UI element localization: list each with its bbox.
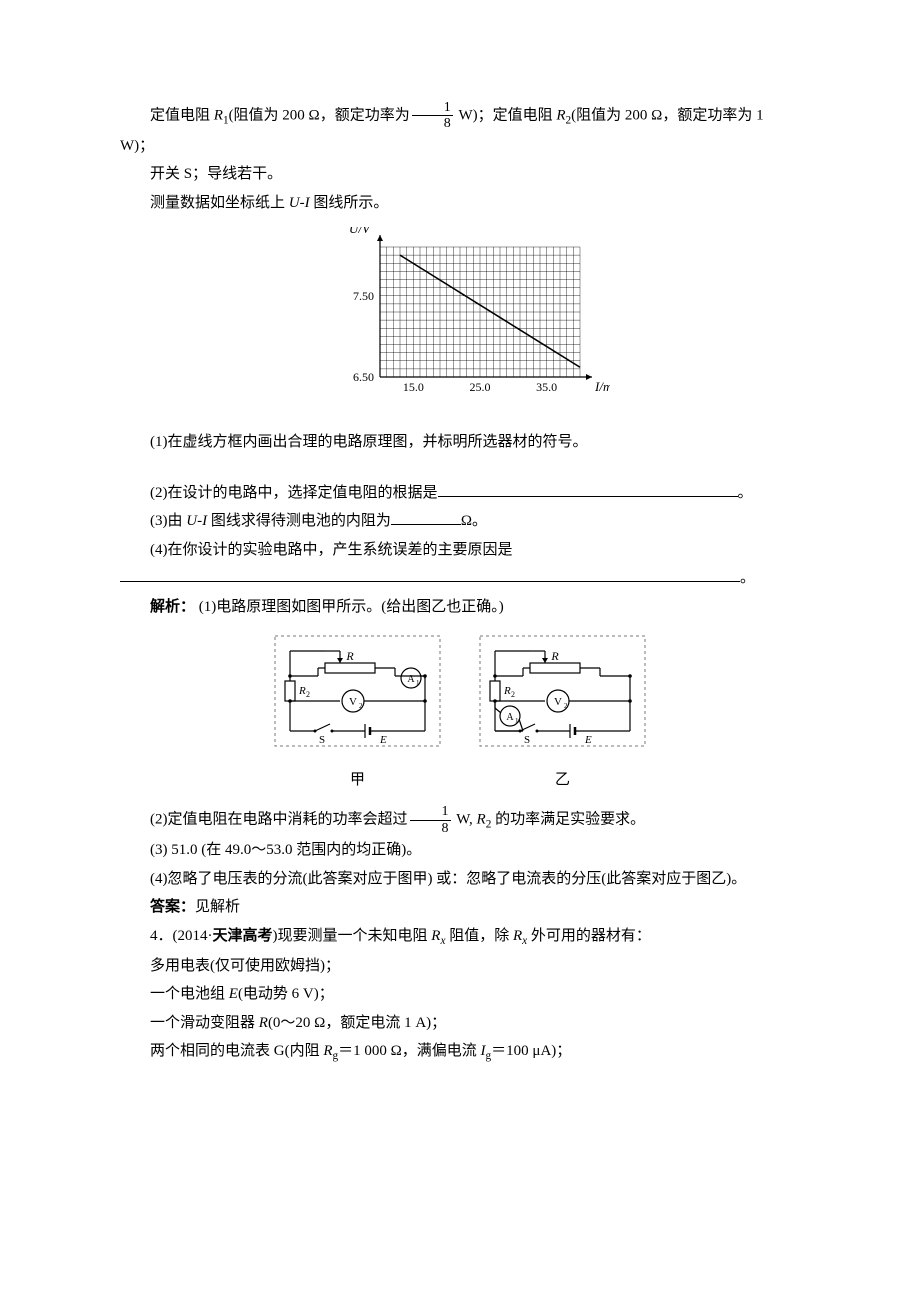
sym-R2: R [477,812,486,828]
svg-text:V: V [554,696,562,708]
svg-text:R: R [298,685,306,697]
text: ＝100 μA)； [491,1043,571,1059]
text: (阻值为 200 Ω，额定功率为 [229,107,410,123]
svg-text:R: R [550,649,559,663]
exam-source: 天津高考 [213,928,273,944]
svg-text:A: A [506,712,514,723]
question-1: (1)在虚线方框内画出合理的电路原理图，并标明所选器材的符号。 [120,428,800,457]
svg-text:E: E [584,734,592,746]
svg-text:2: 2 [359,702,363,710]
svg-text:R: R [345,649,354,663]
svg-text:2: 2 [564,702,568,710]
text: (电动势 6 V)； [238,986,334,1002]
text: 。 [740,570,755,586]
item-battery: 一个电池组 E(电动势 6 V)； [120,980,800,1009]
final-answer: 答案：见解析 [120,893,800,922]
fraction-1-8: 18 [412,100,453,132]
ui-chart: U/V I/mA 15.0 25.0 35.0 6.50 7.50 [120,227,800,418]
fraction-1-8-b: 18 [410,804,451,836]
sym-R1: R [214,107,223,123]
text: 见解析 [195,899,240,915]
text: 外可用的器材有： [527,928,651,944]
question-2: (2)在设计的电路中，选择定值电阻的根据是 。 [120,479,800,508]
blank-q3 [391,509,461,525]
sym-UI: U-I [289,195,310,211]
answer-head: 解析： [150,599,195,615]
text: ＝1 000 Ω，满偏电流 [338,1043,480,1059]
text: W, [453,812,477,828]
text: 测量数据如坐标纸上 [150,195,289,211]
text: 阻值，除 [445,928,513,944]
svg-text:R: R [503,685,511,697]
sym-UI: U-I [186,513,207,529]
svg-text:2: 2 [511,690,515,699]
svg-text:U/V: U/V [349,227,372,236]
text: 一个电池组 [150,986,229,1002]
text: (2)定值电阻在电路中消耗的功率会超过 [150,812,408,828]
text: 4．(2014· [150,928,213,944]
text: (3)由 [150,513,186,529]
answer-3: (3) 51.0 (在 49.0～53.0 范围内的均正确)。 [120,836,800,865]
svg-text:6.50: 6.50 [353,370,374,384]
ui-chart-svg: U/V I/mA 15.0 25.0 35.0 6.50 7.50 [310,227,610,407]
text: 的功率满足实验要求。 [491,812,645,828]
sym-Rx: R [513,928,522,944]
circuit-yi: RR2V2A1SE 乙 [475,631,650,794]
text: (2)在设计的电路中，选择定值电阻的根据是 [150,485,438,501]
svg-text:7.50: 7.50 [353,289,374,303]
text: Ω。 [461,513,487,529]
svg-text:E: E [379,734,387,746]
svg-text:1: 1 [416,679,420,687]
text: (1)电路原理图如图甲所示。(给出图乙也正确。) [195,599,504,615]
question-4: (4)在你设计的实验电路中，产生系统误差的主要原因是 [120,536,800,565]
circuit-jia: RR2V2A1SE 甲 [270,631,445,794]
svg-text:S: S [319,734,325,746]
text: 两个相同的电流表 G(内阻 [150,1043,323,1059]
para-r1-r2: 定值电阻 R1(阻值为 200 Ω，额定功率为18 W)；定值电阻 R2(阻值为… [120,100,800,160]
problem-4: 4．(2014·天津高考)现要测量一个未知电阻 Rx 阻值，除 Rx 外可用的器… [120,922,800,952]
svg-text:1: 1 [515,717,519,725]
caption-yi: 乙 [475,766,650,795]
para-measurement: 测量数据如坐标纸上 U-I 图线所示。 [120,189,800,218]
svg-text:S: S [524,734,530,746]
q4-blank-line: 。 [120,564,800,593]
text: )现要测量一个未知电阻 [273,928,432,944]
blank-q2 [438,481,738,497]
svg-text:15.0: 15.0 [403,380,424,394]
svg-text:35.0: 35.0 [536,380,557,394]
circuit-yi-svg: RR2V2A1SE [475,631,650,751]
svg-text:2: 2 [306,690,310,699]
text: 图线求得待测电池的内阻为 [207,513,391,529]
text: 一个滑动变阻器 [150,1015,259,1031]
question-3: (3)由 U-I 图线求得待测电池的内阻为 Ω。 [120,507,800,536]
item-multimeter: 多用电表(仅可使用欧姆挡)； [120,952,800,981]
svg-text:A: A [407,674,415,685]
answer-4: (4)忽略了电压表的分流(此答案对应于图甲) 或：忽略了电流表的分压(此答案对应… [120,865,800,894]
caption-jia: 甲 [270,766,445,795]
sym-Rg: R [323,1043,332,1059]
final-head: 答案： [150,899,195,915]
circuit-figures: RR2V2A1SE 甲 RR2V2A1SE 乙 [120,631,800,794]
answer-1: 解析： (1)电路原理图如图甲所示。(给出图乙也正确。) [120,593,800,622]
para-switch-wires: 开关 S；导线若干。 [120,160,800,189]
sym-E: E [229,986,238,1002]
text: W)；定值电阻 [455,107,557,123]
circuit-jia-svg: RR2V2A1SE [270,631,445,751]
text: (0～20 Ω，额定电流 1 A)； [268,1015,446,1031]
text: 图线所示。 [310,195,389,211]
svg-text:V: V [349,696,357,708]
sym-R2: R [556,107,565,123]
blank-q4 [120,566,740,582]
text: 。 [738,485,753,501]
item-ammeter: 两个相同的电流表 G(内阻 Rg＝1 000 Ω，满偏电流 Ig＝100 μA)… [120,1037,800,1067]
text: 定值电阻 [150,107,214,123]
answer-2: (2)定值电阻在电路中消耗的功率会超过18 W, R2 的功率满足实验要求。 [120,804,800,836]
sym-R: R [259,1015,268,1031]
svg-text:25.0: 25.0 [470,380,491,394]
svg-text:I/mA: I/mA [594,379,610,394]
item-rheostat: 一个滑动变阻器 R(0～20 Ω，额定电流 1 A)； [120,1009,800,1038]
